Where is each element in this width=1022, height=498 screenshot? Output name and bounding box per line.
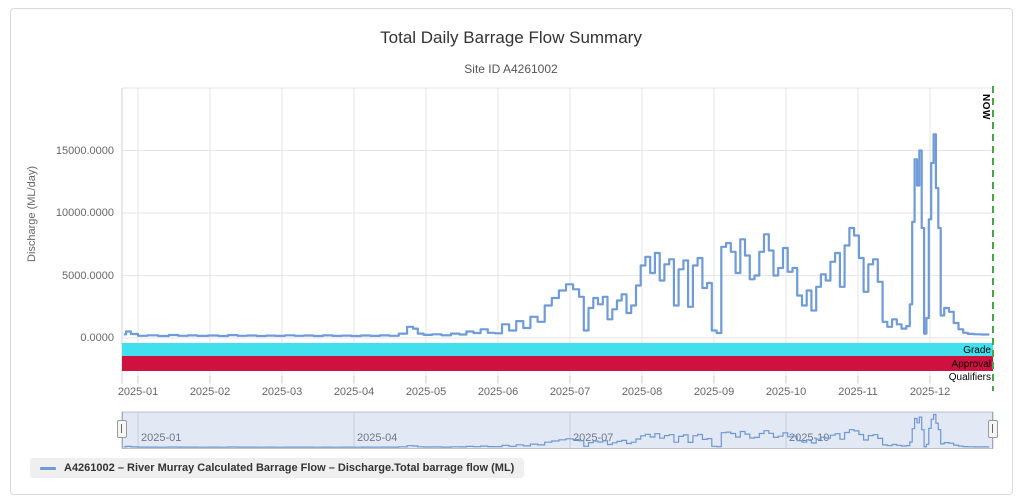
x-tick-label: 2025-02 xyxy=(189,386,231,398)
x-tick-label: 2025-10 xyxy=(765,386,807,398)
x-tick-label: 2025-08 xyxy=(621,386,663,398)
widget-frame xyxy=(10,8,1013,495)
chart-title: Total Daily Barrage Flow Summary xyxy=(380,28,642,47)
chart-subtitle: Site ID A4261002 xyxy=(464,62,558,76)
x-tick-label: 2025-11 xyxy=(838,386,878,398)
now-plotline-label: NOW xyxy=(980,94,991,120)
x-tick-label: 2025-07 xyxy=(549,386,591,398)
x-tick-label: 2025-05 xyxy=(405,386,447,398)
handle-grip-icon xyxy=(992,424,993,433)
y-tick-label: 0.0000 xyxy=(80,332,114,344)
x-tick-label: 2025-12 xyxy=(909,386,951,398)
legend-label: A4261002 – River Murray Calculated Barra… xyxy=(64,462,515,474)
y-tick-label: 15000.0000 xyxy=(55,144,114,157)
legend-item[interactable]: A4261002 – River Murray Calculated Barra… xyxy=(30,458,525,478)
series-line-marker-icon xyxy=(40,466,56,470)
x-tick-label: 2025-04 xyxy=(333,386,375,398)
navigator-tick-label: 2025-04 xyxy=(357,432,397,444)
navigator-left-handle[interactable] xyxy=(117,420,127,438)
x-tick-label: 2025-09 xyxy=(693,386,735,398)
band-label-qualifiers: Qualifiers xyxy=(948,372,991,383)
y-tick-label: 5000.0000 xyxy=(62,269,114,282)
handle-grip-icon xyxy=(121,424,122,433)
navigator-tick-label: 2025-01 xyxy=(141,432,181,444)
x-tick-label: 2025-06 xyxy=(477,386,519,398)
band-label-grade: Grade xyxy=(963,345,991,356)
x-tick-label: 2025-01 xyxy=(117,386,159,398)
y-tick-label: 10000.0000 xyxy=(55,207,114,219)
navigator-right-handle[interactable] xyxy=(988,420,998,438)
band-label-approval: Approval xyxy=(951,358,991,370)
x-tick-label: 2025-03 xyxy=(261,386,303,398)
